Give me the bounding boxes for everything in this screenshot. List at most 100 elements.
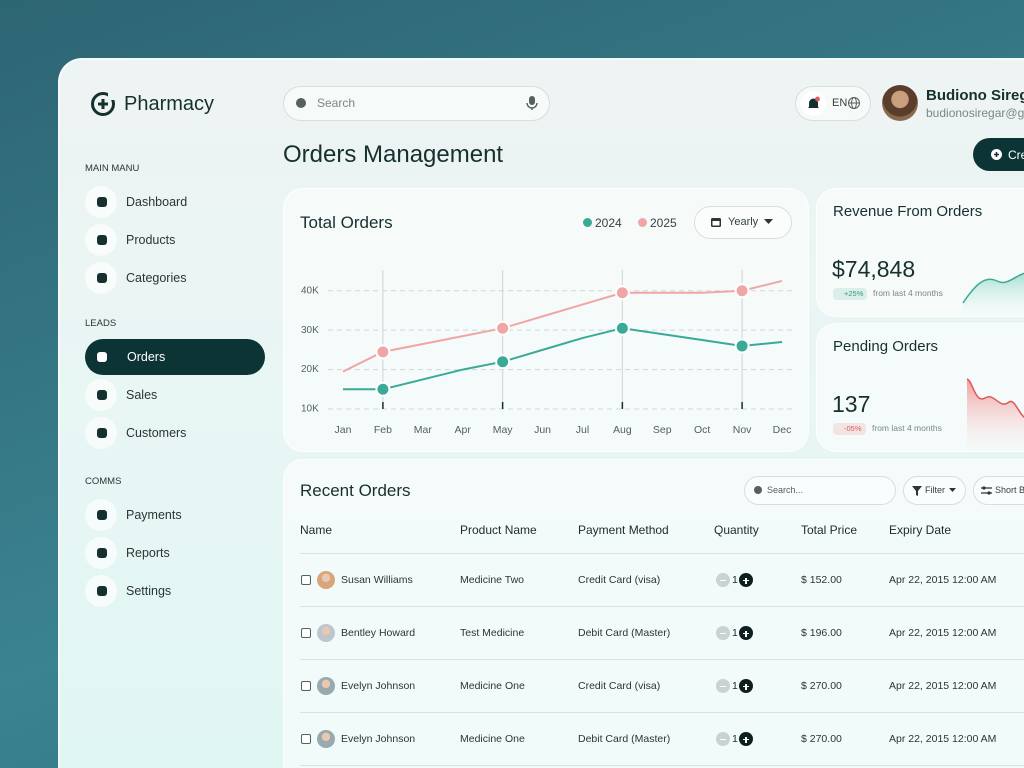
filter-button[interactable] (903, 476, 966, 505)
stat-value: $74,848 (832, 256, 916, 282)
nav-icon (97, 390, 107, 400)
dropdown-caret (764, 219, 773, 224)
qty-decrease-sign (720, 686, 726, 688)
column-header[interactable]: Product Name (460, 523, 537, 537)
nav-label[interactable]: Reports (126, 546, 170, 560)
period-dropdown[interactable] (694, 206, 792, 239)
nav-icon (97, 235, 107, 245)
row-divider (300, 765, 1024, 766)
nav-icon (97, 510, 107, 520)
stat-change: -05% (833, 423, 866, 435)
customer-name: Evelyn Johnson (341, 680, 416, 692)
column-header[interactable]: Payment Method (578, 523, 669, 537)
stat-note: from last 4 months (873, 288, 943, 298)
customer-name: Susan Williams (341, 574, 413, 586)
table-cell: Apr 22, 2015 12:00 AM (889, 680, 997, 692)
stat-title: Pending Orders (833, 338, 939, 355)
table-title: Recent Orders (300, 481, 411, 500)
qty-value: 1 (732, 733, 738, 745)
nav-icon (97, 548, 107, 558)
table-cell: Debit Card (Master) (578, 733, 671, 745)
legend-swatch (638, 218, 647, 227)
nav-label[interactable]: Dashboard (126, 195, 188, 209)
customer-name: Bentley Howard (341, 627, 416, 639)
stat-card (816, 323, 1024, 452)
nav-icon (97, 428, 107, 438)
table-cell: $ 270.00 (801, 680, 842, 692)
nav-label[interactable]: Customers (126, 426, 187, 440)
nav-icon (97, 273, 107, 283)
filter-label: Filter (925, 485, 945, 495)
qty-decrease-sign (720, 739, 726, 741)
stat-title: Revenue From Orders (833, 203, 983, 220)
language[interactable]: EN (832, 97, 848, 109)
table-cell: Debit Card (Master) (578, 627, 671, 639)
row-checkbox[interactable] (301, 575, 311, 585)
user-name: Budiono Siregar (926, 87, 1024, 104)
table-cell: Apr 22, 2015 12:00 AM (889, 627, 997, 639)
row-checkbox[interactable] (301, 681, 311, 691)
brand-name: Pharmacy (124, 93, 215, 115)
column-header[interactable]: Quantity (714, 523, 759, 537)
plus-icon (991, 149, 1002, 160)
row-divider (300, 712, 1024, 713)
mic-icon[interactable] (525, 95, 539, 111)
qty-value: 1 (732, 574, 738, 586)
legend-swatch (583, 218, 592, 227)
row-avatar (317, 677, 335, 695)
sparkline (962, 272, 1024, 316)
globe-icon (848, 97, 860, 109)
dropdown-caret (949, 488, 956, 492)
row-checkbox[interactable] (301, 628, 311, 638)
sort-label: Short By (995, 485, 1024, 495)
table-cell: $ 196.00 (801, 627, 842, 639)
nav-label[interactable]: Orders (127, 350, 166, 364)
row-avatar (317, 624, 335, 642)
row-avatar (317, 730, 335, 748)
column-header[interactable]: Total Price (801, 523, 858, 537)
row-divider (300, 553, 1024, 554)
table-cell: $ 152.00 (801, 574, 842, 586)
row-checkbox[interactable] (301, 734, 311, 744)
bell-icon (808, 96, 820, 108)
legend-label: 2025 (650, 216, 677, 230)
search-box[interactable] (283, 86, 550, 121)
column-header[interactable]: Name (300, 523, 333, 537)
qty-increase-v (745, 736, 747, 743)
stat-note: from last 4 months (872, 423, 942, 433)
customer-name: Evelyn Johnson (341, 733, 416, 745)
nav-label[interactable]: Sales (126, 388, 158, 402)
column-header[interactable]: Expiry Date (889, 523, 952, 537)
create-button-label: Create Order (1008, 148, 1024, 162)
user-email: budionosiregar@gmail.com (926, 106, 1024, 120)
sort-button[interactable] (973, 476, 1024, 505)
nav-label[interactable]: Payments (126, 508, 182, 522)
qty-increase-v (745, 630, 747, 637)
nav-label[interactable]: Settings (126, 584, 172, 598)
chart-title: Total Orders (300, 213, 393, 232)
table-cell: $ 270.00 (801, 733, 842, 745)
table-search[interactable] (744, 476, 896, 505)
row-divider (300, 606, 1024, 607)
nav-label[interactable]: Categories (126, 271, 187, 285)
qty-value: 1 (732, 627, 738, 639)
table-cell: Apr 22, 2015 12:00 AM (889, 733, 997, 745)
page-title: Orders Management (283, 141, 504, 168)
search-icon (296, 98, 306, 108)
qty-value: 1 (732, 680, 738, 692)
table-cell: Credit Card (visa) (578, 574, 661, 586)
row-avatar (317, 571, 335, 589)
table-cell: Apr 22, 2015 12:00 AM (889, 574, 997, 586)
user-avatar[interactable] (882, 85, 918, 121)
row-divider (300, 659, 1024, 660)
table-cell: Medicine One (460, 680, 525, 692)
filter-icon (912, 486, 922, 496)
qty-decrease-sign (720, 580, 726, 582)
period-label: Yearly (728, 216, 759, 228)
qty-decrease-sign (720, 633, 726, 635)
nav-label[interactable]: Products (126, 233, 176, 247)
table-search-placeholder: Search... (767, 485, 804, 495)
sort-icon (981, 486, 992, 495)
